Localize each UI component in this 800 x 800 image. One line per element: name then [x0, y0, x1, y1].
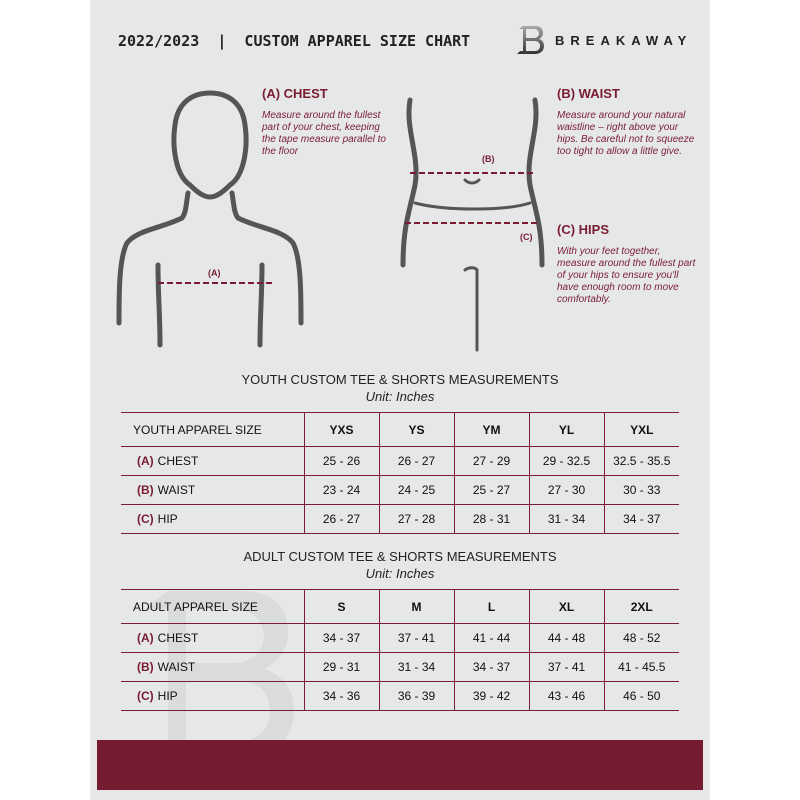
cell: 29 - 31	[303, 652, 379, 682]
cell: 34 - 37	[303, 623, 379, 653]
row-label: HIP	[157, 512, 178, 526]
adult-table-title: ADULT CUSTOM TEE & SHORTS MEASUREMENTS	[243, 549, 557, 564]
cell: 39 - 42	[453, 681, 529, 711]
size-chart-page: 2022/2023 | CUSTOM APPAREL SIZE CHART BR…	[90, 0, 710, 800]
row-letter: (B)	[137, 660, 154, 674]
adult-table-unit: Unit: Inches	[365, 566, 435, 581]
cell: 25 - 27	[453, 475, 529, 505]
brand-logo: BREAKAWAY	[515, 24, 692, 56]
size-col: L	[453, 589, 529, 624]
size-col: YS	[378, 412, 454, 447]
hips-marker: (C)	[520, 232, 533, 242]
cell: 30 - 33	[603, 475, 679, 505]
row-letter: (B)	[137, 483, 154, 497]
lower-body-illustration	[400, 97, 545, 352]
footer-band	[97, 740, 703, 790]
cell: 24 - 25	[378, 475, 454, 505]
table-row: (C) HIP 34 - 36 36 - 39 39 - 42 43 - 46 46 - 5…	[121, 681, 679, 711]
cell: 41 - 45.5	[603, 652, 679, 682]
cell: 43 - 46	[528, 681, 604, 711]
breakaway-logo-icon	[517, 26, 544, 54]
page-title: 2022/2023 | CUSTOM APPAREL SIZE CHART	[118, 32, 471, 50]
cell: 25 - 26	[303, 446, 379, 476]
row-letter: (C)	[137, 689, 154, 703]
hips-description: With your feet together, measure around …	[557, 246, 696, 305]
chest-description: Measure around the fullest part of your …	[262, 110, 386, 157]
cell: 32.5 - 35.5	[603, 446, 679, 476]
size-header: ADULT APPAREL SIZE	[121, 589, 304, 624]
cell: 34 - 36	[303, 681, 379, 711]
hips-heading: (C) HIPS	[557, 222, 609, 237]
row-label: WAIST	[157, 483, 196, 497]
size-header: YOUTH APPAREL SIZE	[121, 412, 304, 447]
row-letter: (A)	[137, 631, 154, 645]
youth-table-title: YOUTH CUSTOM TEE & SHORTS MEASUREMENTS	[241, 372, 559, 387]
upper-body-illustration	[116, 90, 304, 348]
size-col: YXS	[303, 412, 379, 447]
row-label: HIP	[157, 689, 178, 703]
cell: 34 - 37	[453, 652, 529, 682]
chest-marker: (A)	[208, 268, 221, 278]
table-row: (A) CHEST 34 - 37 37 - 41 41 - 44 44 - 48 48 -…	[121, 623, 679, 653]
cell: 29 - 32.5	[528, 446, 604, 476]
row-letter: (C)	[137, 512, 154, 526]
cell: 27 - 29	[453, 446, 529, 476]
cell: 48 - 52	[603, 623, 679, 653]
cell: 36 - 39	[378, 681, 454, 711]
size-col: M	[378, 589, 454, 624]
table-row: (B) WAIST 23 - 24 24 - 25 25 - 27 27 - 30 30 -…	[121, 475, 679, 505]
row-label: CHEST	[157, 631, 199, 645]
size-col: YXL	[603, 412, 679, 447]
cell: 37 - 41	[378, 623, 454, 653]
cell: 28 - 31	[453, 504, 529, 534]
row-label: WAIST	[157, 660, 196, 674]
youth-size-table: YOUTH APPAREL SIZE YXS YS YM YL YXL (A) C…	[121, 412, 679, 534]
table-row: (A) CHEST 25 - 26 26 - 27 27 - 29 29 - 32.5 32…	[121, 446, 679, 476]
cell: 34 - 37	[603, 504, 679, 534]
cell: 37 - 41	[528, 652, 604, 682]
size-col: YL	[528, 412, 604, 447]
waist-heading: (B) WAIST	[557, 86, 620, 101]
youth-table-unit: Unit: Inches	[365, 389, 435, 404]
row-label: CHEST	[157, 454, 199, 468]
cell: 26 - 27	[378, 446, 454, 476]
size-col: XL	[528, 589, 604, 624]
chest-heading: (A) CHEST	[262, 86, 328, 101]
waist-marker: (B)	[482, 154, 495, 164]
table-header-row: YOUTH APPAREL SIZE YXS YS YM YL YXL	[121, 412, 679, 447]
cell: 31 - 34	[528, 504, 604, 534]
waist-description: Measure around your natural waistline – …	[557, 110, 695, 157]
brand-name: BREAKAWAY	[555, 32, 693, 48]
cell: 27 - 30	[528, 475, 604, 505]
cell: 31 - 34	[378, 652, 454, 682]
cell: 41 - 44	[453, 623, 529, 653]
cell: 46 - 50	[603, 681, 679, 711]
size-col: 2XL	[603, 589, 679, 624]
row-letter: (A)	[137, 454, 154, 468]
cell: 44 - 48	[528, 623, 604, 653]
cell: 23 - 24	[303, 475, 379, 505]
table-row: (C) HIP 26 - 27 27 - 28 28 - 31 31 - 34 34 - 3…	[121, 504, 679, 534]
table-row: (B) WAIST 29 - 31 31 - 34 34 - 37 37 - 41 41 -…	[121, 652, 679, 682]
cell: 27 - 28	[378, 504, 454, 534]
size-col: YM	[453, 412, 529, 447]
adult-size-table: ADULT APPAREL SIZE S M L XL 2XL (A) CHEST…	[121, 589, 679, 711]
cell: 26 - 27	[303, 504, 379, 534]
table-header-row: ADULT APPAREL SIZE S M L XL 2XL	[121, 589, 679, 624]
size-col: S	[303, 589, 379, 624]
